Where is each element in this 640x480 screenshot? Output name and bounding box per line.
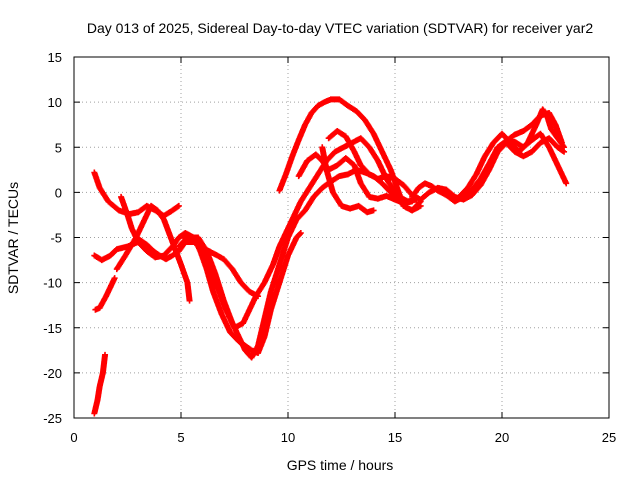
chart-title: Day 013 of 2025, Sidereal Day-to-day VTE… xyxy=(87,20,593,36)
data-points xyxy=(91,96,570,417)
series-arc-1 xyxy=(91,351,109,417)
y-tick-label: 0 xyxy=(55,185,62,200)
series-markers xyxy=(92,275,118,313)
ticks: 0 5 10 15 20 25 -25 -20 -15 -10 -5 0 5 10 15 xyxy=(43,50,616,445)
series-markers xyxy=(456,106,568,200)
y-tick-label: -10 xyxy=(43,276,62,291)
y-tick-label: -5 xyxy=(50,231,62,246)
y-tick-label: 10 xyxy=(48,95,62,110)
x-tick-label: 25 xyxy=(602,430,616,445)
series-markers xyxy=(276,96,424,214)
x-tick-label: 0 xyxy=(70,430,77,445)
series-arc-14 xyxy=(456,106,568,200)
series-arc-15 xyxy=(503,135,568,160)
y-tick-label: -15 xyxy=(43,321,62,336)
x-tick-label: 15 xyxy=(388,430,402,445)
series-arc-2 xyxy=(92,275,118,313)
y-tick-label: 5 xyxy=(55,140,62,155)
x-tick-label: 20 xyxy=(495,430,509,445)
series-arc-11 xyxy=(319,144,377,216)
x-tick-label: 5 xyxy=(177,430,184,445)
series-markers xyxy=(503,135,568,160)
series-markers xyxy=(91,351,109,417)
y-tick-label: -25 xyxy=(43,411,62,426)
series-arc-9 xyxy=(276,96,424,214)
y-tick-label: 15 xyxy=(48,50,62,65)
series-markers xyxy=(113,202,193,304)
y-axis-label: SDTVAR / TECUs xyxy=(5,182,21,294)
series-arc-6 xyxy=(113,202,193,304)
series-markers xyxy=(295,151,416,207)
series-markers xyxy=(319,144,377,216)
x-tick-label: 10 xyxy=(281,430,295,445)
x-axis-label: GPS time / hours xyxy=(287,457,394,473)
series-arc-10 xyxy=(295,151,416,207)
y-tick-label: -20 xyxy=(43,366,62,381)
